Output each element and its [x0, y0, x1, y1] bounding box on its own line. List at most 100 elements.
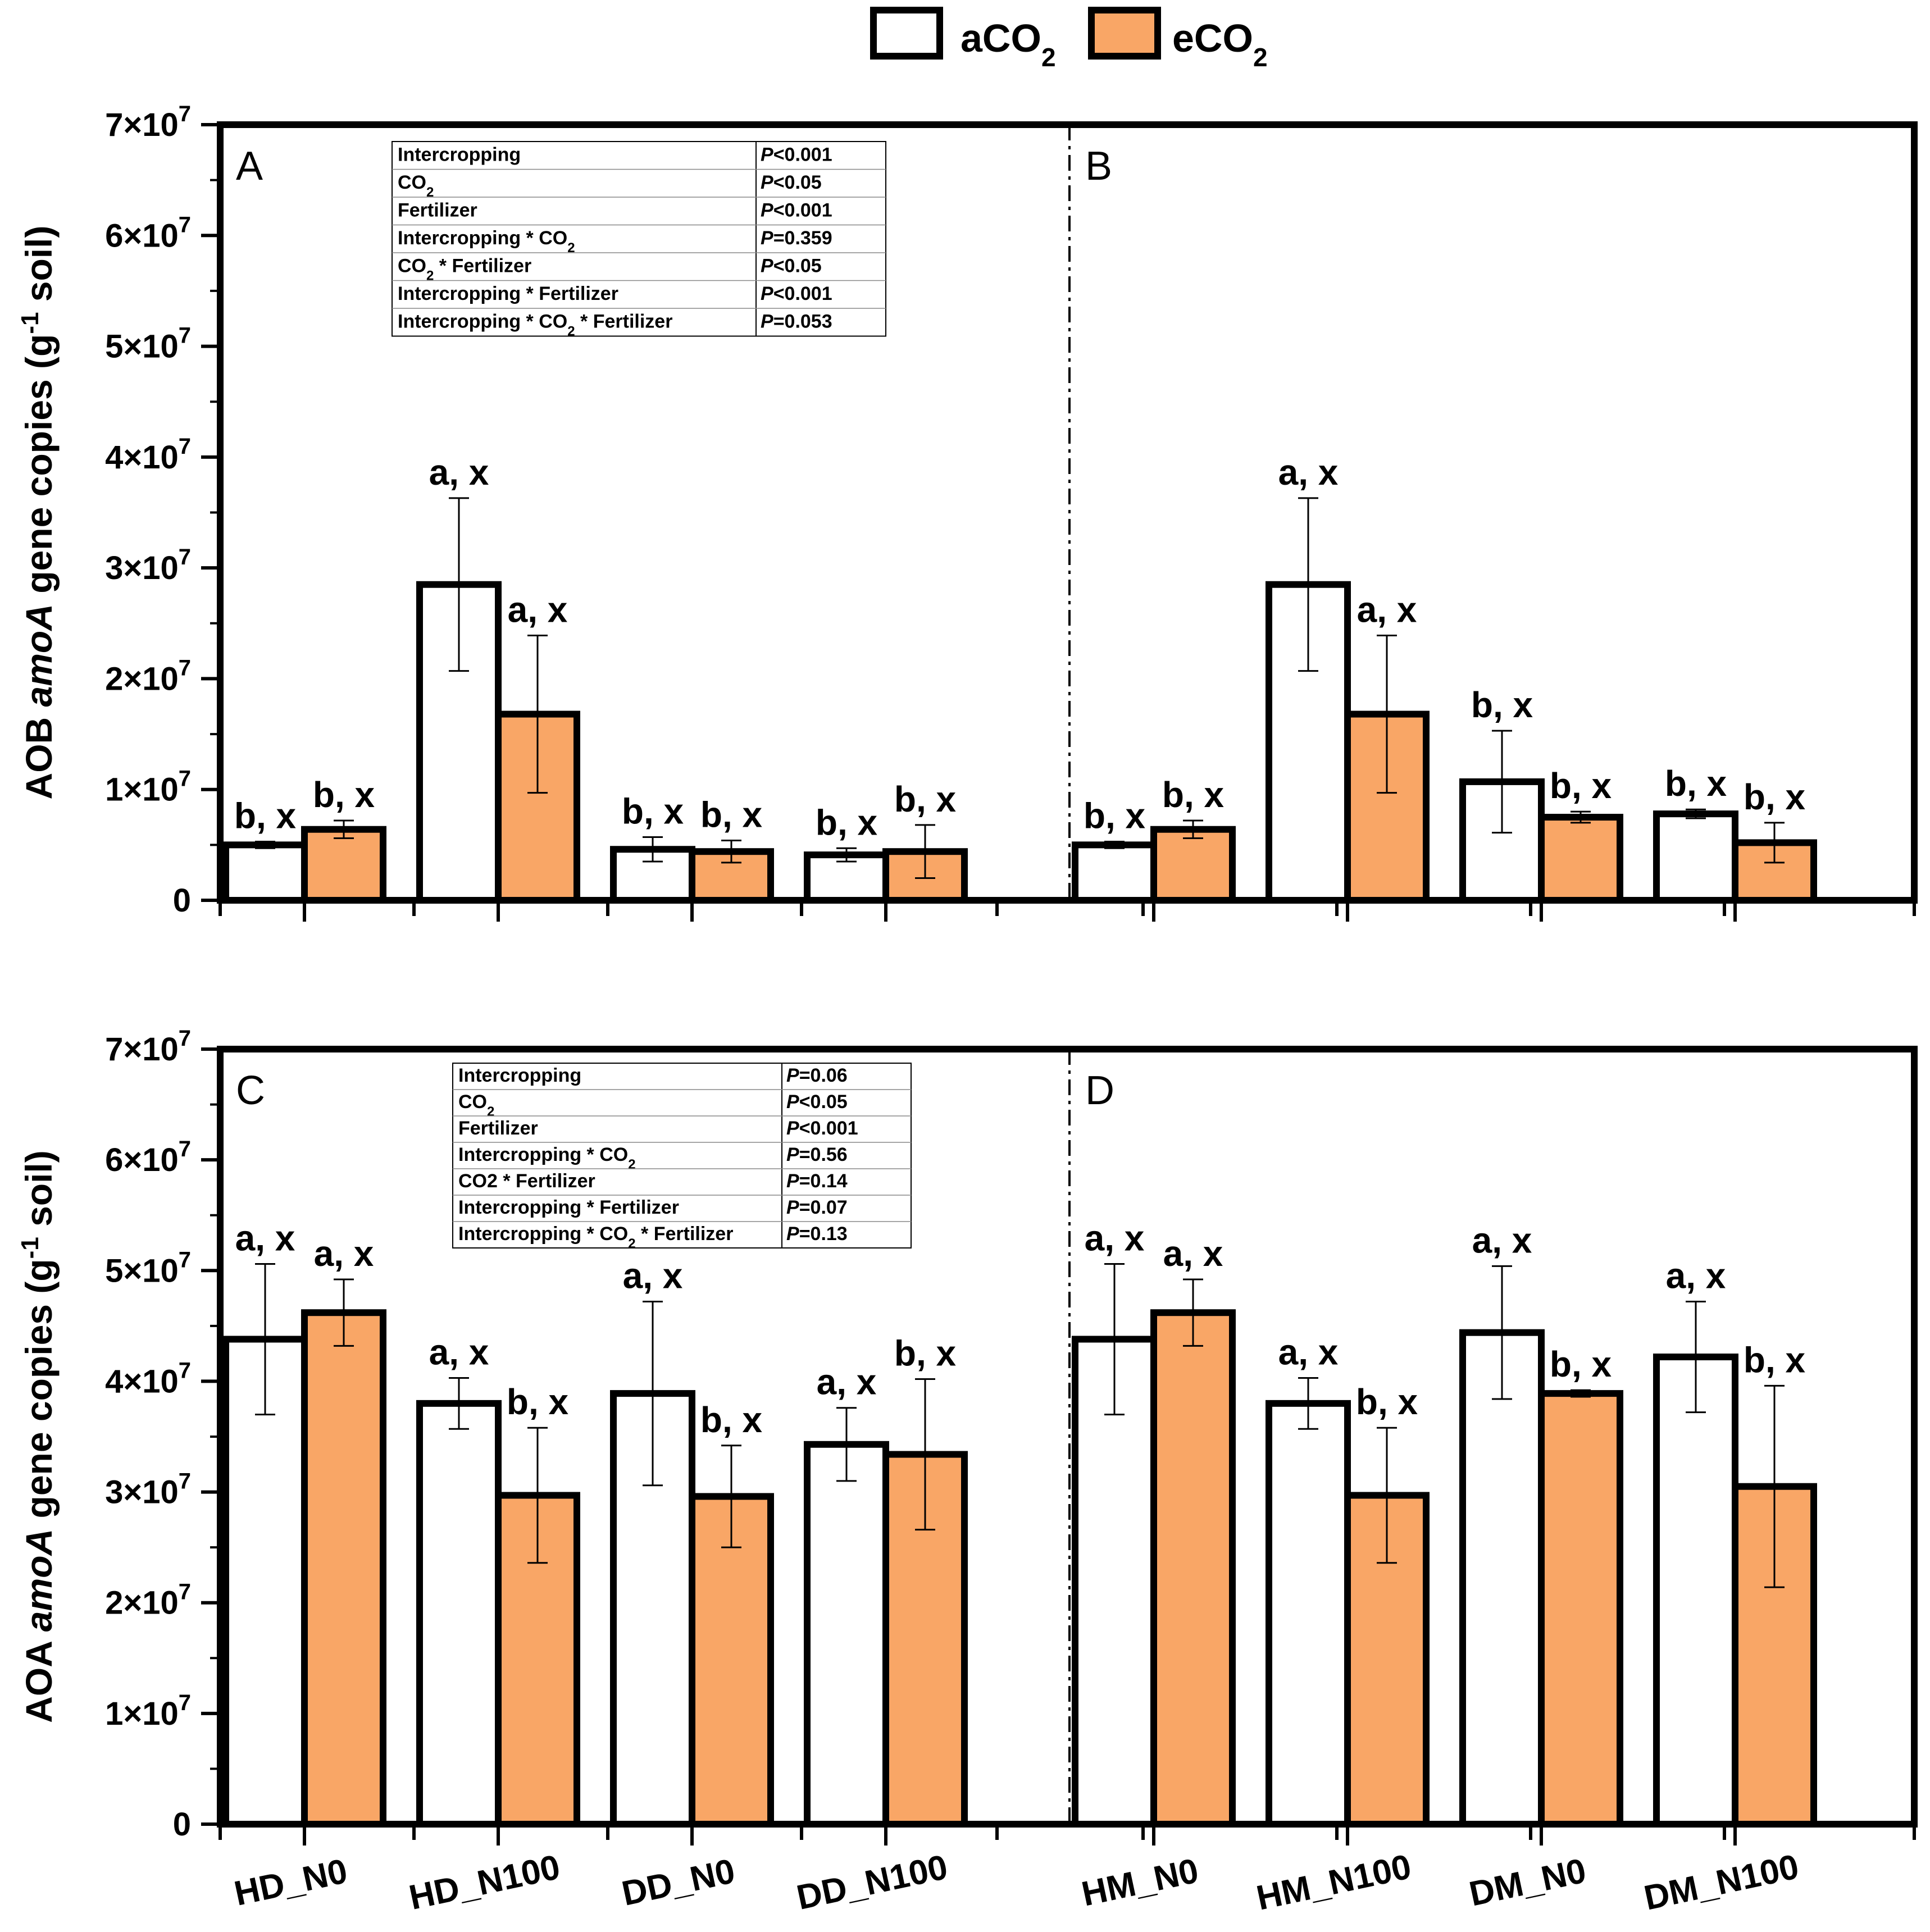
stats-term: Intercropping: [458, 1065, 581, 1086]
significance-label: b, x: [816, 802, 878, 842]
stats-term: CO2: [398, 172, 434, 200]
y-tick-label: 5×107: [105, 323, 191, 365]
significance-label: b, x: [894, 1333, 957, 1373]
x-category-labels: HD_N0 HD_N100 DD_N0 DD_N100 HM_N0 HM_N100 DM_N…: [231, 1847, 1802, 1918]
error-bar: [1377, 1427, 1397, 1564]
error-bar: [1764, 822, 1785, 864]
error-bar: [1298, 1377, 1318, 1430]
bar-hm_n0-eco2: [1150, 1309, 1236, 1828]
stats-p-value: P<0.001: [761, 283, 832, 304]
significance-label: a, x: [1357, 589, 1417, 630]
error-bar: [334, 819, 354, 840]
significance-label: a, x: [817, 1362, 877, 1402]
stats-term: Intercropping * Fertilizer: [458, 1197, 679, 1218]
error-bar: [449, 497, 469, 672]
significance-label: a, x: [235, 1218, 295, 1258]
error-bar: [721, 839, 741, 864]
significance-label: b, x: [1744, 1339, 1806, 1380]
error-bar: [1571, 810, 1591, 824]
chart-aob: 0 1×107 2×107 3×107 4×107 5×107 6×107 7×107 AOB …: [16, 102, 1918, 922]
stats-p-value: P<0.05: [761, 256, 822, 277]
legend: aCO2 eCO2: [870, 7, 1268, 72]
stats-p-value: P<0.05: [761, 172, 822, 193]
error-bar: [449, 1377, 469, 1430]
error-bar: [1183, 819, 1203, 840]
error-bar: [643, 1300, 663, 1487]
significance-label: a, x: [1278, 452, 1339, 493]
significance-label: b, x: [1665, 763, 1727, 804]
stats-term: Intercropping * CO2 * Fertilizer: [458, 1223, 733, 1251]
panel-letter-d: D: [1085, 1068, 1114, 1113]
y-axis-label: AOB amoA gene copies (g-1 soil): [16, 226, 60, 800]
significance-label: b, x: [507, 1382, 569, 1422]
error-bar: [255, 1263, 275, 1416]
significance-label: b, x: [1550, 1344, 1612, 1384]
x-category-label: HM_N0: [1078, 1851, 1202, 1913]
y-tick-label: 3×107: [105, 545, 191, 586]
stats-p-value: P<0.001: [761, 144, 832, 166]
bar-hd_n100-aco2: [416, 1400, 502, 1828]
panel-a: A Intercropping P<0.001 CO2 P<0.05 Fertilizer…: [222, 141, 968, 904]
y-axis-label: AOA amoA gene copies (g-1 soil): [16, 1150, 60, 1723]
stats-term: Intercropping * CO2 * Fertilizer: [398, 311, 672, 339]
significance-label: a, x: [508, 589, 568, 630]
stats-term: Intercropping * CO2: [458, 1144, 636, 1172]
significance-label: a, x: [1278, 1332, 1339, 1373]
significance-label: a, x: [429, 452, 489, 493]
significance-label: a, x: [314, 1233, 374, 1274]
error-bar: [1492, 730, 1512, 834]
stats-term: CO2 * Fertilizer: [398, 256, 531, 284]
significance-label: b, x: [622, 791, 684, 832]
x-category-label: HD_N0: [231, 1852, 351, 1913]
bar-hm_n100-aco2: [1266, 1400, 1351, 1828]
stats-p-value: P<0.05: [786, 1091, 848, 1113]
stats-p-value: P=0.56: [786, 1144, 848, 1165]
chart-aoa: 0 1×107 2×107 3×107 4×107 5×107 6×107 7×107 AOA …: [16, 1026, 1918, 1846]
y-tick-label: 4×107: [105, 434, 191, 476]
stats-term: Intercropping * Fertilizer: [398, 283, 618, 304]
significance-label: a, x: [1163, 1233, 1223, 1274]
significance-label: b, x: [313, 774, 375, 815]
x-category-label: DD_N0: [618, 1852, 738, 1913]
error-bar: [334, 1278, 354, 1347]
significance-label: b, x: [1084, 795, 1146, 836]
legend-swatch-aco2: [870, 7, 943, 60]
panel-c: C Intercropping P=0.06 CO2 P<0.05 Fertilizer P…: [222, 1063, 968, 1828]
bar-dd_n0-eco2: [689, 1493, 774, 1828]
panel-letter-b: B: [1085, 144, 1112, 189]
bar-dd_n100-aco2: [804, 1441, 889, 1828]
significance-label: a, x: [1085, 1218, 1145, 1258]
stats-term: Intercropping * CO2: [398, 227, 575, 256]
stats-term: CO2 * Fertilizer: [458, 1170, 595, 1192]
stats-p-value: P=0.359: [761, 227, 832, 249]
bar-hd_n0-eco2: [301, 1309, 386, 1828]
stats-term: Intercropping: [398, 144, 521, 166]
panel-letter-c: C: [236, 1068, 265, 1113]
error-bar: [1377, 634, 1397, 794]
x-category-label: DD_N100: [793, 1848, 951, 1917]
stats-table-frame: [392, 141, 886, 337]
error-bar: [1183, 1278, 1203, 1347]
stats-table: Intercropping P=0.06 CO2 P<0.05 Fertilizer P<…: [452, 1063, 912, 1251]
significance-label: b, x: [1744, 777, 1806, 817]
significance-label: a, x: [1666, 1255, 1726, 1296]
stats-term: Fertilizer: [398, 200, 477, 221]
y-tick-label: 0: [173, 882, 191, 919]
x-category-label: DM_N0: [1466, 1851, 1590, 1913]
error-bar: [527, 634, 548, 794]
panel-letter-a: A: [236, 144, 263, 189]
stats-term: Fertilizer: [458, 1118, 538, 1139]
bar-hm_n0-aco2: [1072, 841, 1157, 904]
error-bar: [915, 1378, 935, 1531]
error-bar: [1571, 1389, 1591, 1398]
stats-p-value: P=0.13: [786, 1223, 848, 1245]
error-bar: [1298, 497, 1318, 672]
bar-dm_n0-eco2: [1538, 814, 1623, 904]
error-bar: [1686, 1300, 1706, 1414]
significance-label: b, x: [1550, 765, 1612, 806]
y-tick-label: 0: [173, 1806, 191, 1843]
bar-dm_n0-aco2: [1459, 1329, 1545, 1828]
significance-label: a, x: [1472, 1220, 1532, 1260]
significance-label: b, x: [1356, 1382, 1418, 1422]
error-bar: [1764, 1384, 1785, 1588]
